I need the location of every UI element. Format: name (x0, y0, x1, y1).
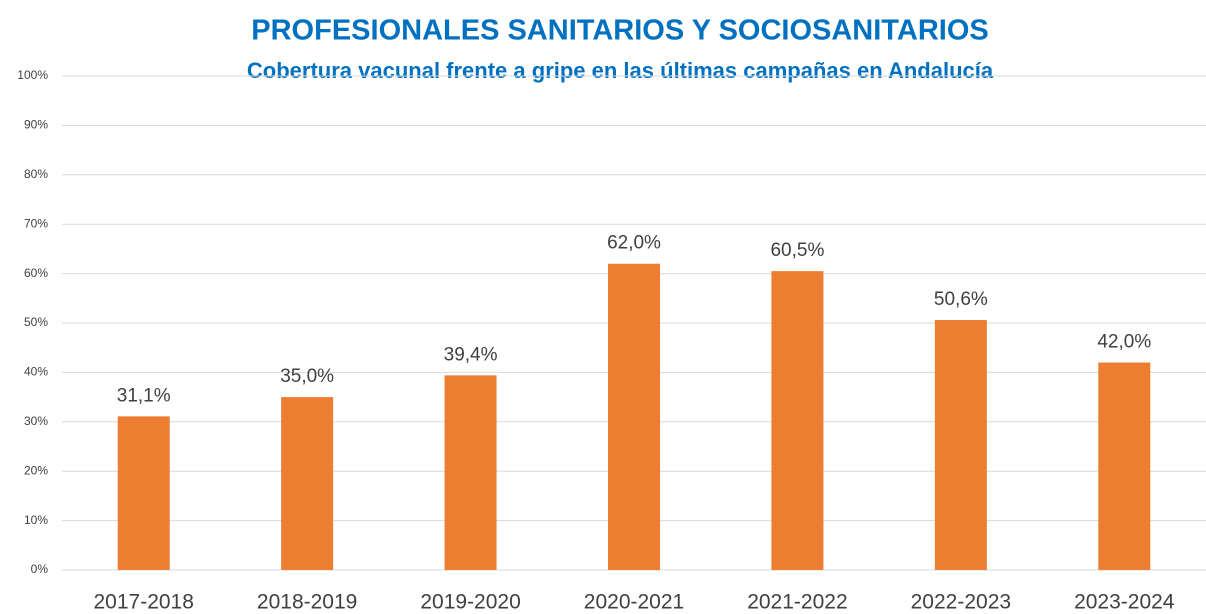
value-label: 35,0% (280, 366, 334, 387)
x-tick-label: 2018-2019 (257, 591, 357, 614)
y-tick-label: 70% (24, 216, 48, 230)
y-tick-label: 60% (24, 266, 48, 280)
value-label: 39,4% (444, 344, 498, 365)
x-tick-label: 2019-2020 (420, 591, 520, 614)
value-label: 42,0% (1097, 332, 1151, 353)
bar (117, 416, 170, 570)
y-tick-label: 30% (24, 414, 48, 428)
y-tick-label: 20% (24, 463, 48, 477)
y-tick-label: 90% (24, 118, 48, 132)
chart-subtitle: Cobertura vacunal frente a gripe en las … (247, 58, 994, 83)
x-tick-label: 2017-2018 (93, 591, 193, 614)
bar (281, 397, 334, 570)
x-tick-label: 2021-2022 (747, 591, 847, 614)
value-label: 60,5% (770, 240, 824, 261)
y-tick-label: 100% (17, 68, 48, 82)
value-label: 50,6% (934, 289, 988, 310)
y-tick-label: 40% (24, 365, 48, 379)
bar (771, 271, 824, 570)
x-tick-label: 2023-2024 (1074, 591, 1175, 614)
value-label: 31,1% (117, 385, 171, 406)
x-tick-label: 2020-2021 (584, 591, 684, 614)
y-tick-label: 10% (24, 513, 48, 527)
chart-title: PROFESIONALES SANITARIOS Y SOCIOSANITARI… (251, 15, 988, 47)
value-label: 62,0% (607, 233, 661, 254)
x-tick-label: 2022-2023 (911, 591, 1011, 614)
bar (1098, 362, 1151, 570)
y-tick-label: 50% (24, 315, 48, 329)
bar (934, 320, 987, 570)
bar (444, 375, 497, 570)
bar (608, 263, 660, 570)
y-tick-label: 0% (31, 562, 49, 576)
y-tick-label: 80% (24, 167, 48, 181)
